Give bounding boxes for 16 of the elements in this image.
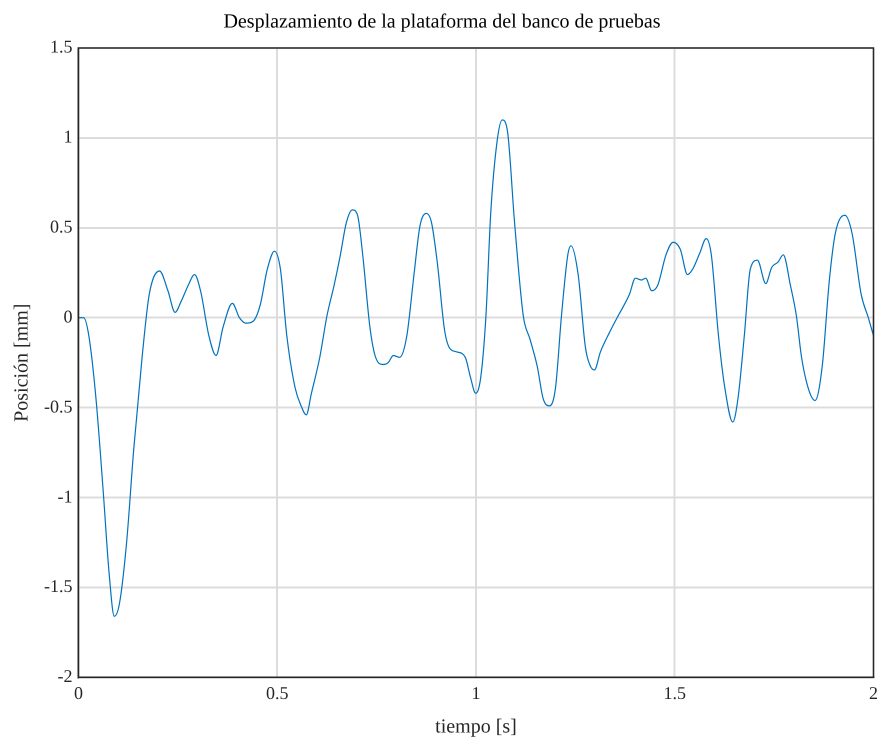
line-series — [78, 119, 874, 617]
y-tick-label: 0.5 — [50, 216, 72, 237]
y-tick-label: 1 — [63, 126, 72, 147]
y-tick-label: -1.5 — [44, 576, 72, 596]
x-axis-title: tiempo [s] — [435, 715, 517, 738]
x-tick-label: 1 — [471, 682, 480, 703]
y-tick-label: -1 — [57, 486, 72, 506]
y-tick-label: 0 — [63, 306, 72, 326]
y-tick-label: 1.5 — [50, 36, 72, 57]
x-tick-label: 1.5 — [664, 682, 686, 703]
chart-title: Desplazamiento de la plataforma del banco de pruebas — [223, 10, 661, 32]
x-tick-label: 0.5 — [266, 682, 288, 703]
y-tick-label: -2 — [57, 666, 72, 686]
y-axis-title: Posición [mm] — [10, 304, 32, 422]
x-tick-label: 2 — [869, 682, 878, 703]
y-tick-label: -0.5 — [44, 396, 72, 416]
